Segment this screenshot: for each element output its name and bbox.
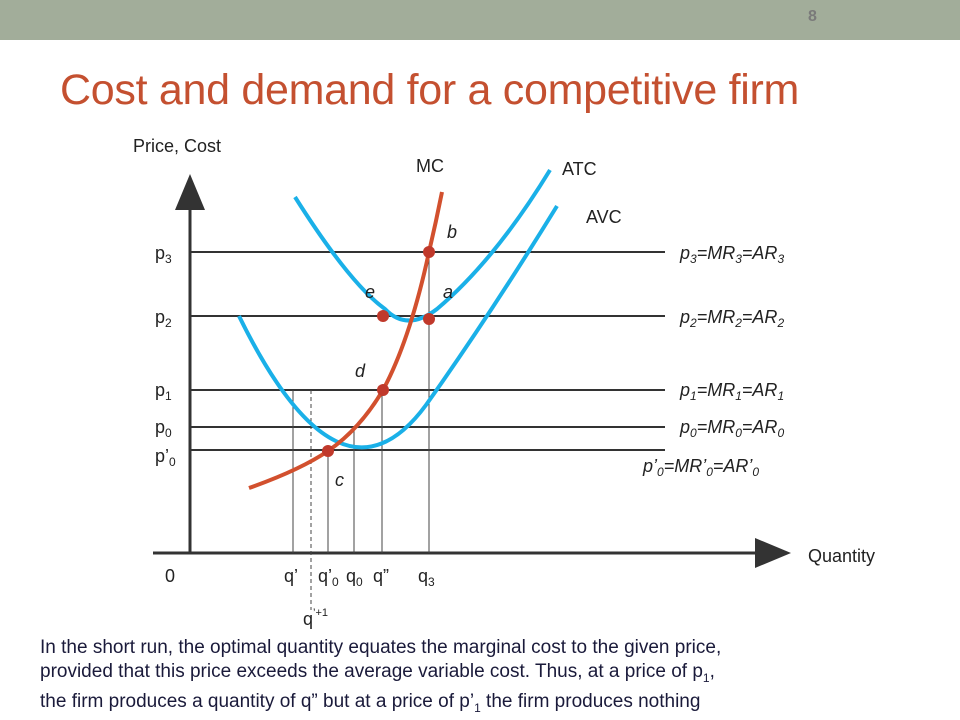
tick-q0: q0 xyxy=(346,566,363,589)
label-p-prime0-mr-prime0-ar-prime0: p’0=MR’0=AR’0 xyxy=(642,456,759,479)
point-e-label: e xyxy=(365,282,375,302)
origin-label: 0 xyxy=(165,566,175,586)
tick-q-plus1: q’+1 xyxy=(303,607,328,629)
tick-p0: p0 xyxy=(155,417,172,440)
caption-line-2: provided that this price exceeds the ave… xyxy=(40,661,715,685)
caption-line-1: In the short run, the optimal quantity e… xyxy=(40,637,722,658)
point-a-marker xyxy=(423,313,435,325)
label-p3-mr3-ar3: p3=MR3=AR3 xyxy=(679,243,784,266)
x-axis-label: Quantity xyxy=(808,546,875,566)
tick-p1: p1 xyxy=(155,380,172,403)
avc-label: AVC xyxy=(586,207,622,227)
tick-p3: p3 xyxy=(155,243,172,266)
label-p1-mr1-ar1: p1=MR1=AR1 xyxy=(679,380,784,403)
point-d-marker xyxy=(377,384,389,396)
point-b-label: b xyxy=(447,222,457,242)
atc-label: ATC xyxy=(562,159,597,179)
label-p2-mr2-ar2: p2=MR2=AR2 xyxy=(679,307,784,330)
tick-q-prime: q’ xyxy=(284,566,298,586)
point-c-label: c xyxy=(335,470,344,490)
tick-q3: q3 xyxy=(418,566,435,589)
label-p0-mr0-ar0: p0=MR0=AR0 xyxy=(679,417,784,440)
page-number: 8 xyxy=(808,8,817,25)
top-bar xyxy=(0,0,960,40)
point-a-label: a xyxy=(443,282,453,302)
tick-p2: p2 xyxy=(155,307,172,330)
avc-curve xyxy=(237,204,559,450)
caption-line-3: the firm produces a quantity of q” but a… xyxy=(40,690,701,715)
tick-q-prime0: q’0 xyxy=(318,566,339,589)
point-e-marker xyxy=(377,310,389,322)
tick-p-prime-0: p’0 xyxy=(155,446,176,469)
point-c-marker xyxy=(322,445,334,457)
tick-q-dprime: q” xyxy=(373,566,389,586)
point-b-marker xyxy=(423,246,435,258)
slide-title: Cost and demand for a competitive firm xyxy=(60,66,800,114)
point-d-label: d xyxy=(355,361,366,381)
mc-label: MC xyxy=(416,156,444,176)
y-axis-label: Price, Cost xyxy=(133,136,221,156)
caption: In the short run, the optimal quantity e… xyxy=(40,636,940,720)
atc-curve xyxy=(293,168,552,323)
